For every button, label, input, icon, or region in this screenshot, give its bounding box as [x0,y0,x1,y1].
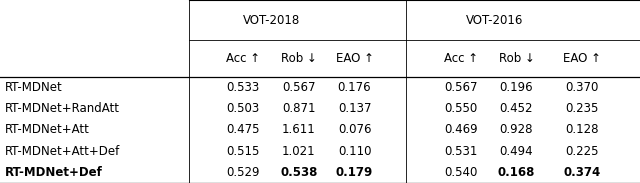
Text: RT-MDNet+Att+Def: RT-MDNet+Att+Def [5,145,120,158]
Text: 0.503: 0.503 [227,102,260,115]
Text: VOT-2016: VOT-2016 [466,14,524,27]
Text: EAO ↑: EAO ↑ [563,52,602,65]
Text: 0.494: 0.494 [500,145,533,158]
Text: 0.225: 0.225 [566,145,599,158]
Text: 0.533: 0.533 [227,81,260,94]
Text: 0.076: 0.076 [338,123,371,137]
Text: 0.567: 0.567 [282,81,316,94]
Text: 0.928: 0.928 [500,123,533,137]
Text: 0.128: 0.128 [566,123,599,137]
Text: Rob ↓: Rob ↓ [281,52,317,65]
Text: Acc ↑: Acc ↑ [444,52,478,65]
Text: 0.168: 0.168 [498,166,535,179]
Text: 0.469: 0.469 [444,123,477,137]
Text: 0.871: 0.871 [282,102,316,115]
Text: Rob ↓: Rob ↓ [499,52,534,65]
Text: 0.196: 0.196 [500,81,533,94]
Text: 0.538: 0.538 [280,166,317,179]
Text: 0.550: 0.550 [444,102,477,115]
Text: 0.235: 0.235 [566,102,599,115]
Text: RT-MDNet+Def: RT-MDNet+Def [5,166,103,179]
Text: 0.137: 0.137 [338,102,371,115]
Text: 0.179: 0.179 [336,166,373,179]
Text: 0.529: 0.529 [227,166,260,179]
Text: 0.452: 0.452 [500,102,533,115]
Text: 0.531: 0.531 [444,145,477,158]
Text: 1.611: 1.611 [282,123,316,137]
Text: 0.567: 0.567 [444,81,477,94]
Text: 1.021: 1.021 [282,145,316,158]
Text: 0.540: 0.540 [444,166,477,179]
Text: 0.176: 0.176 [338,81,371,94]
Text: 0.475: 0.475 [227,123,260,137]
Text: 0.374: 0.374 [564,166,601,179]
Text: RT-MDNet+RandAtt: RT-MDNet+RandAtt [5,102,120,115]
Text: 0.370: 0.370 [566,81,599,94]
Text: RT-MDNet+Att: RT-MDNet+Att [5,123,90,137]
Text: 0.110: 0.110 [338,145,371,158]
Text: RT-MDNet: RT-MDNet [5,81,63,94]
Text: VOT-2018: VOT-2018 [243,14,300,27]
Text: EAO ↑: EAO ↑ [335,52,374,65]
Text: 0.515: 0.515 [227,145,260,158]
Text: Acc ↑: Acc ↑ [226,52,260,65]
